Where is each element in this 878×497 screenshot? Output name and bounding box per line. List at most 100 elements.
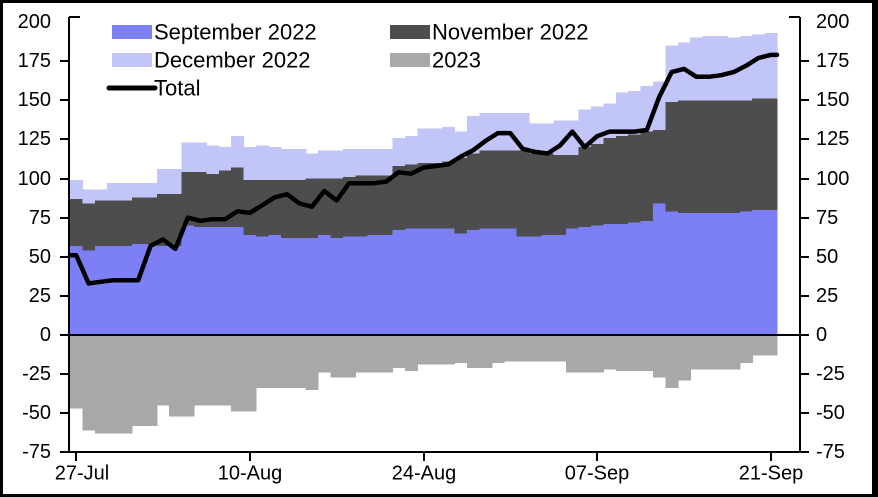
bar-november-2022 [479,150,493,229]
bar-november-2022 [82,203,96,251]
bar-2023 [528,335,542,362]
bar-december-2022 [231,136,245,168]
bar-december-2022 [367,148,381,176]
bar-november-2022 [665,101,679,212]
bar-december-2022 [181,142,195,173]
bar-2023 [677,335,691,381]
bar-september-2022 [231,227,245,335]
bar-2023 [82,335,96,431]
y-axis-label-left: 100 [18,168,51,190]
bar-november-2022 [727,100,741,213]
bar-december-2022 [330,150,344,179]
bar-september-2022 [714,212,728,335]
bar-september-2022 [590,225,604,335]
bar-september-2022 [169,245,183,335]
y-axis-label-left: 175 [18,50,51,72]
bar-december-2022 [454,131,468,159]
bar-december-2022 [94,189,108,201]
bar-september-2022 [690,212,704,335]
bar-september-2022 [367,234,381,335]
bar-november-2022 [318,178,332,235]
bar-november-2022 [640,131,654,221]
bar-november-2022 [280,180,294,238]
bar-2023 [94,335,108,434]
y-axis-label-right: 200 [816,11,849,33]
bar-november-2022 [566,155,580,229]
y-axis-label-left: -25 [22,363,51,385]
bar-december-2022 [442,126,456,162]
y-axis-label-right: 50 [816,246,838,268]
bar-2023 [553,335,567,362]
bar-november-2022 [392,165,406,231]
bar-november-2022 [156,194,170,246]
bar-september-2022 [702,212,716,335]
bar-2023 [541,335,555,362]
bar-september-2022 [380,234,394,335]
y-axis-label-right: -25 [816,363,845,385]
bar-november-2022 [677,100,691,213]
bar-september-2022 [392,230,406,335]
bar-2023 [417,335,431,365]
bar-november-2022 [690,100,704,213]
bar-november-2022 [169,194,183,246]
bar-september-2022 [665,211,679,335]
bar-2023 [714,335,728,370]
bar-september-2022 [442,228,456,335]
bar-september-2022 [466,230,480,335]
bar-december-2022 [280,148,294,181]
bar-december-2022 [764,32,778,99]
bar-december-2022 [404,136,418,165]
bar-september-2022 [504,228,518,335]
bar-2023 [156,335,170,406]
bar-september-2022 [355,236,369,335]
legend-swatch-september-2022-icon [112,25,152,39]
bar-december-2022 [541,123,555,154]
bar-2023 [194,335,208,406]
bar-2023 [615,335,629,371]
bar-2023 [640,335,654,371]
bar-september-2022 [541,234,555,335]
y-axis-label-left: 25 [29,285,51,307]
bar-2023 [330,335,344,378]
bar-november-2022 [739,100,753,212]
bar-november-2022 [243,180,257,235]
bar-december-2022 [132,183,146,198]
bar-2023 [132,335,146,426]
bar-september-2022 [479,228,493,335]
bar-november-2022 [367,175,381,235]
bar-2023 [404,335,418,371]
bar-december-2022 [615,92,629,137]
bar-december-2022 [305,153,319,179]
bar-september-2022 [256,236,270,335]
bar-september-2022 [119,245,133,335]
bar-november-2022 [528,153,542,237]
bar-september-2022 [404,228,418,335]
bar-2023 [206,335,220,406]
bar-2023 [652,335,666,378]
bar-november-2022 [578,147,592,228]
bar-2023 [479,335,493,368]
y-axis-label-left: 75 [29,207,51,229]
bar-september-2022 [417,228,431,335]
bar-2023 [70,335,84,409]
bar-september-2022 [727,212,741,335]
bar-2023 [355,335,369,373]
bar-september-2022 [578,227,592,335]
y-axis-label-left: 0 [40,324,51,346]
bar-december-2022 [318,150,332,179]
y-axis-label-left: 150 [18,89,51,111]
bar-november-2022 [119,200,133,246]
bar-2023 [169,335,183,417]
bar-2023 [566,335,580,373]
bar-december-2022 [194,142,208,173]
bar-november-2022 [590,144,604,226]
legend-label: September 2022 [154,20,317,45]
legend-label: December 2022 [154,48,311,73]
bar-2023 [466,335,480,368]
bar-2023 [628,335,642,371]
bar-2023 [256,335,270,389]
bar-december-2022 [516,112,530,151]
bar-december-2022 [714,36,728,101]
x-axis-label: 27-Jul [55,463,109,485]
bar-november-2022 [553,155,567,235]
